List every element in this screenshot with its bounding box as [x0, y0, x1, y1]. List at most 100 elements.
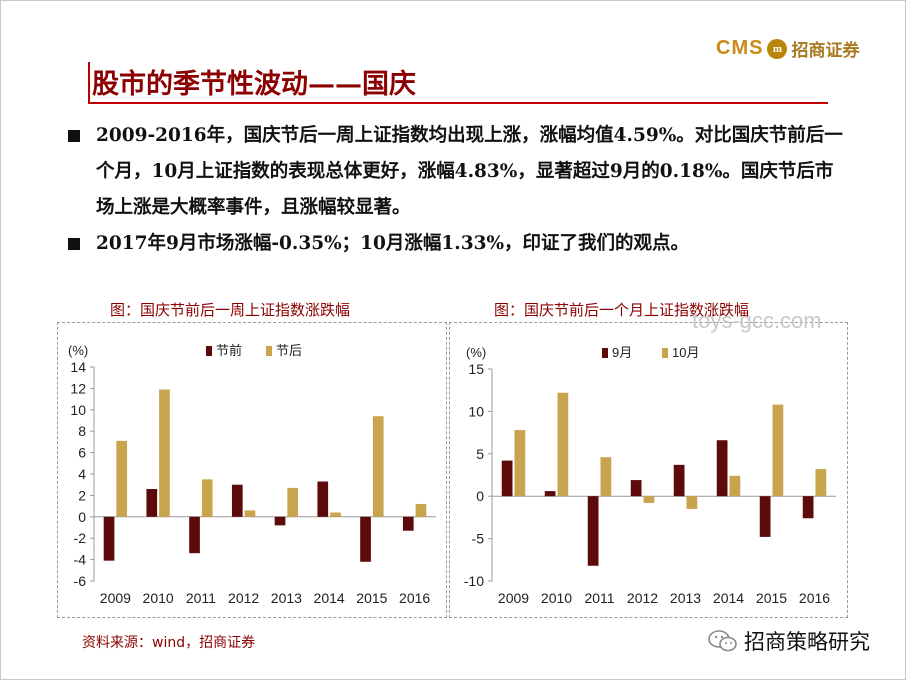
x-tick-label: 2009: [498, 590, 529, 606]
bar-节后-2014: [330, 512, 341, 517]
y-tick-label: 8: [78, 423, 86, 439]
bullet-text: 2017年9月市场涨幅-0.35%；10月涨幅1.33%，印证了我们的观点。: [96, 233, 690, 254]
bar-9月-2015: [759, 496, 771, 537]
bar-节后-2012: [244, 510, 256, 517]
y-tick-label: 6: [78, 445, 86, 461]
y-tick-label: 15: [468, 361, 484, 377]
bar-节后-2016: [415, 503, 427, 517]
y-tick-label: -6: [74, 573, 87, 589]
y-axis-label: (%): [466, 345, 486, 360]
x-tick-label: 2014: [713, 590, 744, 606]
bullet-square-icon: [68, 130, 80, 142]
x-tick-label: 2010: [541, 590, 572, 606]
y-tick-label: 14: [70, 359, 86, 375]
x-tick-label: 2011: [186, 590, 216, 606]
bar-10月-2016: [815, 469, 827, 497]
bar-9月-2009: [501, 460, 513, 497]
y-tick-label: -10: [464, 573, 484, 589]
x-tick-label: 2013: [271, 590, 302, 606]
y-tick-label: 12: [70, 380, 86, 396]
bar-节前-2010: [146, 488, 158, 517]
logo-brand-text: 招商证券: [791, 41, 860, 61]
chart-title-weekly: 图：国庆节前后一周上证指数涨跌幅: [110, 301, 351, 319]
chart-panel-monthly: -10 -5 0 5 10 15 (%) 2009 2010 2011 2012 2013 2014 20…: [449, 322, 848, 618]
bar-节后-2009: [116, 440, 128, 517]
x-tick-label: 2012: [228, 590, 259, 606]
wechat-icon: [708, 630, 737, 652]
x-tick-label: 2010: [143, 590, 174, 606]
bar-节前-2016: [402, 516, 414, 531]
legend-label: 节后: [276, 343, 302, 358]
bar-节前-2011: [189, 516, 200, 554]
legend-swatch: [266, 346, 272, 356]
legend-label: 9月: [612, 345, 632, 360]
bar-10月-2013: [686, 496, 698, 509]
bar-9月-2011: [587, 496, 599, 566]
source-note: 资料来源：wind，招商证券: [82, 635, 256, 651]
y-tick-label: 0: [78, 509, 86, 525]
bar-10月-2012: [643, 496, 655, 503]
bullet-item: 2009-2016年，国庆节后一周上证指数均出现上涨，涨幅均值4.59%。对比国…: [68, 118, 848, 226]
x-tick-label: 2013: [670, 590, 701, 606]
cms-logo: CMS m 招商证券: [716, 36, 859, 61]
x-tick-label: 2015: [356, 590, 387, 606]
bar-节前-2012: [231, 484, 243, 517]
x-tick-label: 2015: [756, 590, 787, 606]
wechat-account: 招商策略研究: [708, 626, 870, 656]
bar-10月-2015: [772, 404, 784, 497]
bar-节前-2013: [274, 516, 286, 526]
wechat-name: 招商策略研究: [744, 630, 870, 654]
x-tick-label: 2011: [584, 590, 614, 606]
legend-label: 10月: [672, 345, 699, 360]
title-accent-bar: [88, 62, 90, 104]
page-title: 股市的季节性波动——国庆: [92, 69, 416, 100]
bar-节后-2015: [372, 416, 384, 517]
y-tick-label: 2: [78, 487, 86, 503]
bar-节前-2015: [360, 516, 371, 562]
legend-swatch: [602, 348, 608, 358]
title-underline: [88, 102, 828, 104]
legend-swatch: [662, 348, 668, 358]
y-tick-label: 4: [78, 466, 86, 482]
chart-panel-weekly: -6 -4 -2 0 2 4 6 8 10 12 14 (%) 2009 2010 2011 2012 2013…: [57, 322, 447, 618]
x-tick-label: 2012: [627, 590, 658, 606]
bar-10月-2009: [514, 430, 526, 497]
bullet-item: 2017年9月市场涨幅-0.35%；10月涨幅1.33%，印证了我们的观点。: [68, 226, 848, 262]
chart-monthly-svg: -10 -5 0 5 10 15(%) 2009 2010 2011 2012 2013 2014 20…: [464, 345, 836, 606]
y-tick-label: 5: [476, 446, 484, 462]
bar-节后-2010: [159, 389, 170, 517]
legend-label: 节前: [216, 343, 242, 358]
chart-title-monthly: 图：国庆节前后一个月上证指数涨跌幅: [494, 301, 750, 319]
y-tick-label: -2: [74, 530, 87, 546]
y-tick-label: -4: [74, 552, 87, 568]
bullet-list: 2009-2016年，国庆节后一周上证指数均出现上涨，涨幅均值4.59%。对比国…: [68, 118, 848, 262]
bar-节后-2013: [287, 487, 299, 517]
y-tick-label: -5: [472, 531, 485, 547]
watermark-text: toys-gcc.com: [692, 308, 822, 333]
bar-10月-2011: [600, 457, 612, 497]
y-axis-label: (%): [68, 343, 88, 358]
logo-cms-text: CMS: [716, 37, 764, 59]
bar-节前-2014: [317, 481, 329, 517]
y-tick-label: 10: [468, 403, 484, 419]
bar-9月-2016: [802, 496, 814, 519]
logo-badge-icon: m: [767, 38, 788, 59]
bar-9月-2010: [544, 491, 556, 497]
bar-节前-2009: [103, 516, 115, 561]
x-tick-label: 2014: [314, 590, 345, 606]
bullet-text: 2009-2016年，国庆节后一周上证指数均出现上涨，涨幅均值4.59%。对比国…: [96, 125, 843, 218]
y-tick-label: 10: [70, 402, 86, 418]
x-tick-label: 2016: [799, 590, 830, 606]
bar-9月-2013: [673, 464, 685, 497]
bar-9月-2012: [630, 480, 642, 497]
bar-10月-2014: [729, 475, 741, 497]
bar-10月-2010: [557, 392, 569, 497]
legend-swatch: [206, 346, 212, 356]
x-tick-label: 2016: [399, 590, 430, 606]
bar-节后-2011: [201, 479, 213, 517]
x-tick-label: 2009: [100, 590, 131, 606]
y-tick-label: 0: [476, 488, 484, 504]
bar-9月-2014: [716, 440, 728, 497]
chart-weekly-svg: -6 -4 -2 0 2 4 6 8 10 12 14(%) 2009 2010 2011 2012 2013…: [68, 343, 436, 606]
bullet-square-icon: [68, 238, 80, 250]
